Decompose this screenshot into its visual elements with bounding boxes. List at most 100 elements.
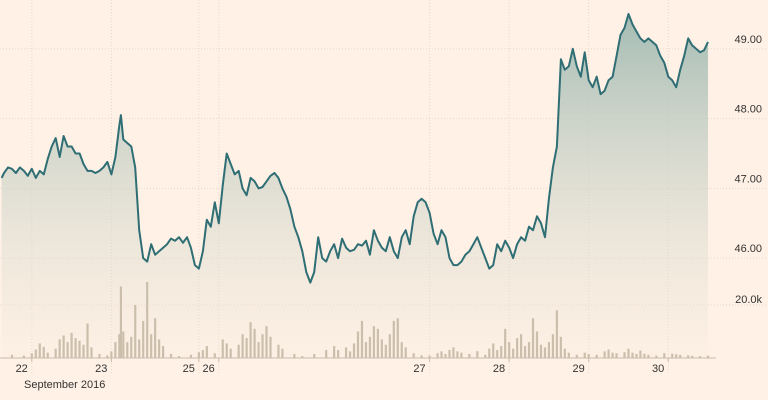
volume-bar bbox=[583, 352, 586, 358]
price-line bbox=[0, 13, 709, 284]
volume-bar bbox=[496, 350, 499, 358]
volume-bar bbox=[516, 338, 519, 358]
volume-bar bbox=[213, 353, 216, 358]
y-tick-label: 49.00 bbox=[734, 34, 762, 46]
volume-bar bbox=[543, 347, 547, 358]
volume-bar bbox=[142, 320, 145, 358]
volume-bar bbox=[587, 354, 590, 358]
volume-bar bbox=[440, 351, 443, 358]
volume-bar bbox=[607, 349, 610, 358]
volume-bar bbox=[412, 353, 415, 358]
volume-bar bbox=[404, 347, 407, 358]
volume-bar bbox=[348, 351, 352, 358]
volume-bar bbox=[555, 310, 558, 358]
volume-bar bbox=[325, 350, 328, 358]
volume-bar bbox=[146, 282, 149, 358]
volume-bar bbox=[269, 336, 272, 358]
volume-bar bbox=[698, 356, 702, 358]
volume-tick-label: 20.0k bbox=[735, 294, 762, 306]
x-tick-label: 23 bbox=[95, 363, 107, 375]
x-tick-label: 25 bbox=[183, 363, 195, 375]
volume-bar bbox=[643, 353, 646, 358]
volume-bar bbox=[130, 336, 133, 358]
volume-bar bbox=[189, 354, 193, 358]
volume-bar bbox=[122, 331, 125, 358]
volume-bar bbox=[655, 355, 658, 358]
volume-bar bbox=[380, 339, 383, 358]
volume-bar bbox=[535, 331, 539, 358]
volume-bar bbox=[460, 352, 463, 358]
volume-bar bbox=[687, 355, 690, 358]
volume-bar bbox=[384, 344, 387, 358]
volume-bar bbox=[611, 352, 614, 358]
volume-bar bbox=[58, 339, 61, 358]
volume-bar bbox=[671, 353, 674, 358]
volume-bar bbox=[90, 347, 93, 358]
volume-bar bbox=[352, 343, 356, 358]
volume-bar bbox=[691, 355, 694, 358]
volume-bar bbox=[54, 348, 57, 358]
volume-bar bbox=[126, 342, 129, 358]
volume-bar bbox=[531, 318, 535, 358]
x-axis-label: September 2016 bbox=[24, 379, 105, 391]
volume-bar bbox=[476, 351, 479, 358]
volume-bar bbox=[46, 352, 49, 358]
volume-bar bbox=[62, 335, 65, 358]
volume-bar bbox=[519, 334, 523, 358]
volume-bar bbox=[575, 354, 578, 358]
x-tick-label: 22 bbox=[16, 363, 28, 375]
x-tick-label: 30 bbox=[652, 363, 664, 375]
volume-bar bbox=[388, 334, 391, 358]
volume-bar bbox=[253, 328, 256, 358]
volume-bar bbox=[392, 320, 395, 358]
volume-bar bbox=[567, 352, 570, 358]
volume-bar bbox=[281, 348, 284, 358]
volume-bar bbox=[523, 346, 527, 358]
volume-bar bbox=[551, 334, 555, 358]
volume-bar bbox=[241, 334, 244, 358]
x-tick-label: 26 bbox=[203, 363, 215, 375]
volume-bar bbox=[344, 347, 348, 358]
volume-bar bbox=[197, 352, 200, 358]
volume-bar bbox=[106, 355, 109, 358]
volume-bar bbox=[508, 342, 511, 358]
volume-bar bbox=[488, 348, 491, 358]
volume-bar bbox=[527, 342, 531, 358]
volume-bar bbox=[38, 343, 41, 358]
volume-bar bbox=[10, 354, 14, 358]
volume-bar bbox=[277, 344, 280, 358]
volume-bar bbox=[547, 342, 551, 358]
volume-bar bbox=[229, 348, 232, 358]
volume-bar bbox=[356, 331, 360, 358]
volume-bar bbox=[74, 338, 77, 358]
volume-bar bbox=[169, 354, 173, 358]
volume-bar bbox=[603, 351, 606, 358]
volume-bar bbox=[337, 350, 340, 358]
volume-bar bbox=[372, 326, 376, 358]
volume-bar bbox=[110, 351, 113, 358]
volume-bar bbox=[86, 323, 89, 358]
volume-bar bbox=[98, 354, 101, 358]
volume-bar bbox=[249, 322, 252, 358]
price-area bbox=[1, 14, 709, 358]
volume-bar bbox=[595, 354, 598, 358]
volume-bar bbox=[237, 344, 240, 358]
volume-bar bbox=[436, 353, 439, 358]
volume-bar bbox=[706, 355, 710, 358]
volume-bar bbox=[177, 356, 181, 358]
volume-bar bbox=[150, 334, 153, 358]
volume-bar bbox=[376, 328, 379, 358]
volume-bar bbox=[119, 286, 123, 358]
volume-bar bbox=[504, 328, 507, 358]
volume-bar bbox=[66, 342, 69, 358]
volume-bar bbox=[301, 356, 304, 358]
volume-bar bbox=[368, 336, 372, 358]
volume-bar bbox=[114, 342, 117, 358]
volume-bar bbox=[420, 355, 423, 358]
volume-bar bbox=[360, 320, 364, 358]
volume-bar bbox=[675, 354, 678, 358]
volume-bar bbox=[245, 338, 248, 358]
volume-bar bbox=[205, 346, 208, 358]
x-tick-label: 29 bbox=[572, 363, 584, 375]
